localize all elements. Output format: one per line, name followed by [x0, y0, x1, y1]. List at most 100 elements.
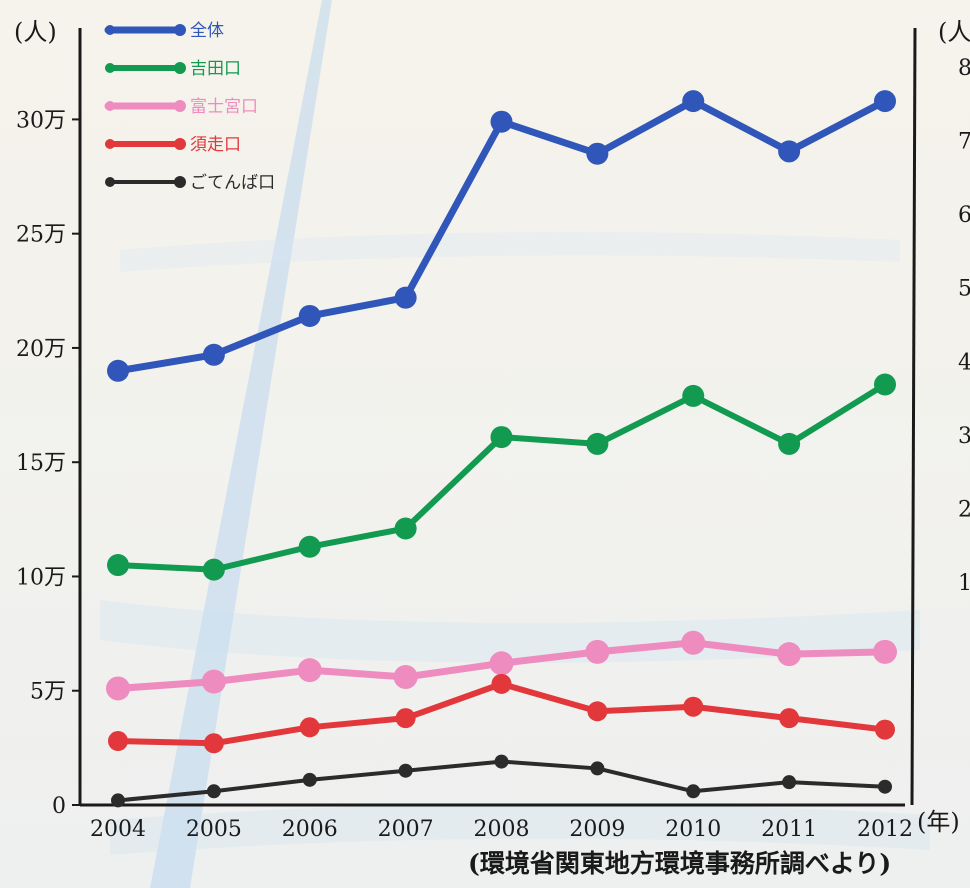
- right-tick-label: 8: [958, 56, 970, 81]
- x-tick-label: 2010: [665, 817, 721, 842]
- data-point: [490, 110, 513, 133]
- data-point: [398, 763, 413, 778]
- y-tick-label: 30万: [16, 108, 66, 133]
- data-point: [875, 719, 895, 740]
- data-point: [586, 142, 609, 165]
- data-point: [107, 554, 129, 577]
- legend-marker: [105, 25, 115, 35]
- legend-label: 吉田口: [190, 59, 241, 79]
- data-point: [587, 701, 608, 722]
- data-point: [682, 384, 705, 407]
- source-note: (環境省関東地方環境事務所調べより): [468, 849, 891, 878]
- right-axis: [910, 27, 917, 806]
- data-point: [683, 696, 704, 717]
- y-ticks: 0 5万 10万 15万 20万 25万 30万: [16, 108, 80, 819]
- data-point: [586, 432, 609, 455]
- data-point: [777, 642, 802, 667]
- data-point: [206, 784, 221, 799]
- legend-marker: [105, 177, 115, 187]
- right-tick-label: 1: [958, 571, 970, 596]
- data-point: [298, 304, 321, 327]
- data-point: [585, 639, 610, 664]
- series-1: [107, 373, 896, 581]
- y-tick-label: 20万: [16, 337, 66, 362]
- right-axis-ticks: 8 7 6 5 4 3 2 1: [958, 56, 970, 596]
- data-point: [203, 733, 224, 754]
- data-point: [298, 535, 321, 558]
- x-unit-label: (年): [917, 808, 960, 836]
- right-unit-label: (人: [938, 18, 970, 46]
- series-layer: [106, 90, 897, 808]
- data-point: [108, 731, 128, 752]
- data-point: [297, 658, 322, 683]
- data-point: [395, 708, 416, 729]
- data-point: [491, 673, 512, 694]
- right-tick-label: 3: [958, 424, 970, 449]
- series-4: [111, 754, 892, 808]
- data-point: [111, 793, 125, 808]
- background-wash: [100, 0, 930, 888]
- axes: [78, 27, 917, 807]
- data-point: [202, 558, 225, 581]
- data-point: [878, 779, 892, 794]
- data-point: [874, 373, 896, 396]
- legend-marker: [105, 63, 115, 73]
- data-point: [590, 761, 605, 776]
- legend-marker: [174, 62, 186, 74]
- x-tick-label: 2004: [90, 817, 146, 842]
- data-point: [201, 669, 226, 694]
- legend-marker: [174, 100, 186, 112]
- right-tick-label: 7: [958, 130, 970, 155]
- data-point: [106, 676, 130, 701]
- data-point: [874, 90, 896, 113]
- data-point: [779, 708, 800, 729]
- data-point: [489, 651, 514, 676]
- legend-label: 須走口: [190, 135, 241, 155]
- y-tick-label: 25万: [16, 223, 66, 248]
- legend-marker: [105, 101, 115, 111]
- data-point: [873, 639, 897, 664]
- data-point: [682, 90, 705, 113]
- data-point: [778, 140, 801, 163]
- right-tick-label: 5: [958, 277, 970, 302]
- legend-label: ごてんば口: [190, 173, 275, 193]
- series-0: [107, 90, 896, 382]
- y-tick-label: 5万: [30, 680, 66, 705]
- series-2: [106, 630, 897, 701]
- data-point: [490, 426, 513, 449]
- series-3: [108, 673, 895, 754]
- right-tick-label: 2: [958, 497, 970, 522]
- x-tick-label: 2009: [569, 817, 625, 842]
- x-tick-label: 2007: [378, 817, 434, 842]
- x-tick-label: 2008: [474, 817, 530, 842]
- y-unit-label: (人): [14, 18, 57, 46]
- x-tick-label: 2005: [186, 817, 242, 842]
- y-tick-label: 15万: [16, 451, 66, 476]
- data-point: [686, 784, 701, 799]
- legend-label: 富士宮口: [190, 97, 258, 117]
- legend-marker: [174, 24, 186, 36]
- legend-label: 全体: [190, 21, 224, 41]
- data-point: [494, 754, 509, 769]
- y-tick-label: 0: [52, 794, 66, 819]
- legend-marker: [174, 138, 186, 150]
- legend-marker: [174, 176, 186, 188]
- legend-marker: [105, 139, 115, 149]
- data-point: [299, 717, 320, 738]
- right-tick-label: 4: [958, 350, 970, 375]
- data-point: [782, 775, 797, 790]
- data-point: [202, 343, 225, 366]
- y-tick-label: 10万: [16, 565, 66, 590]
- data-point: [394, 286, 417, 309]
- data-point: [394, 517, 417, 540]
- x-tick-label: 2012: [857, 817, 913, 842]
- data-point: [778, 432, 801, 455]
- right-tick-label: 6: [958, 203, 970, 228]
- x-ticks: 2004 2005 2006 2007 2008 2009 2010 2011 2012: [90, 817, 913, 842]
- x-tick-label: 2006: [282, 817, 338, 842]
- data-point: [302, 772, 317, 787]
- data-point: [681, 630, 706, 655]
